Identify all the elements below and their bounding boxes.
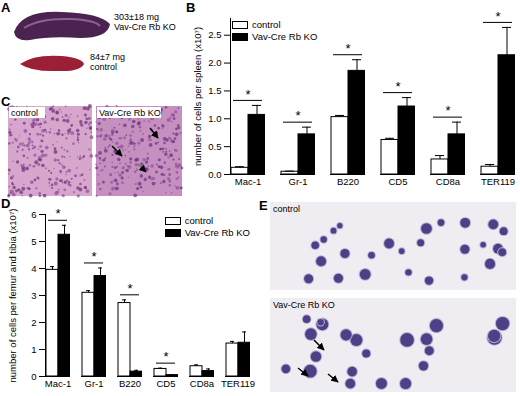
svg-text:*: * bbox=[55, 206, 60, 221]
svg-text:CD8a: CD8a bbox=[436, 176, 461, 187]
svg-text:B220: B220 bbox=[119, 378, 141, 389]
html-text:B: B bbox=[186, 0, 196, 15]
svg-text:2.5: 2.5 bbox=[208, 29, 221, 40]
html-text:Vav-Cre Rb KO: Vav-Cre Rb KO bbox=[252, 31, 318, 42]
svg-text:Mac-1: Mac-1 bbox=[235, 176, 261, 187]
html-text:control: control bbox=[252, 19, 281, 30]
svg-text:control: control bbox=[11, 108, 38, 118]
svg-text:1.5: 1.5 bbox=[208, 85, 221, 96]
svg-text:CD5: CD5 bbox=[388, 176, 407, 187]
svg-text:*: * bbox=[245, 87, 250, 102]
svg-text:Gr-1: Gr-1 bbox=[289, 176, 308, 187]
svg-text:5: 5 bbox=[31, 236, 36, 247]
svg-text:CD8a: CD8a bbox=[190, 378, 215, 389]
svg-text:Gr-1: Gr-1 bbox=[85, 378, 104, 389]
svg-text:0: 0 bbox=[31, 371, 36, 382]
svg-text:*: * bbox=[445, 103, 450, 118]
svg-text:*: * bbox=[295, 108, 300, 123]
svg-text:Vav-Cre Rb KO: Vav-Cre Rb KO bbox=[114, 22, 176, 32]
svg-text:B220: B220 bbox=[337, 176, 359, 187]
svg-text:*: * bbox=[395, 79, 400, 94]
html-text:control: control bbox=[184, 215, 214, 226]
svg-text:TER119: TER119 bbox=[221, 378, 255, 389]
svg-text:1.0: 1.0 bbox=[208, 113, 221, 124]
svg-text:control: control bbox=[90, 62, 117, 72]
svg-text:84±7 mg: 84±7 mg bbox=[90, 52, 125, 62]
html-text:C: C bbox=[1, 94, 11, 109]
html-text:Vav-Cre Rb KO: Vav-Cre Rb KO bbox=[184, 227, 250, 238]
svg-text:number of cells per femur and: number of cells per femur and tibia (x10… bbox=[7, 209, 18, 383]
svg-text:6: 6 bbox=[31, 209, 36, 220]
svg-text:Vav-Cre Rb KO: Vav-Cre Rb KO bbox=[99, 108, 161, 118]
svg-text:control: control bbox=[273, 204, 300, 214]
html-text:E: E bbox=[259, 198, 268, 213]
svg-text:Mac-1: Mac-1 bbox=[45, 378, 71, 389]
svg-text:CD5: CD5 bbox=[156, 378, 175, 389]
html-text:D: D bbox=[1, 196, 11, 211]
svg-text:3: 3 bbox=[31, 290, 36, 301]
svg-text:303±18 mg: 303±18 mg bbox=[114, 12, 159, 22]
svg-text:number of cells per spleen (x1: number of cells per spleen (x10⁷) bbox=[192, 27, 203, 166]
svg-text:2.0: 2.0 bbox=[208, 57, 221, 68]
svg-text:TER119: TER119 bbox=[481, 176, 515, 187]
svg-text:0.0: 0.0 bbox=[208, 169, 221, 180]
svg-text:*: * bbox=[495, 9, 500, 24]
svg-text:0.5: 0.5 bbox=[208, 141, 221, 152]
svg-text:*: * bbox=[163, 349, 168, 364]
svg-text:*: * bbox=[91, 249, 96, 264]
svg-text:4: 4 bbox=[31, 263, 36, 274]
svg-text:*: * bbox=[345, 41, 350, 56]
svg-text:1: 1 bbox=[31, 344, 36, 355]
svg-text:2: 2 bbox=[31, 317, 36, 328]
svg-text:*: * bbox=[127, 281, 132, 296]
html-text:A: A bbox=[1, 0, 11, 15]
svg-text:Vav-Cre Rb KO: Vav-Cre Rb KO bbox=[273, 300, 335, 310]
